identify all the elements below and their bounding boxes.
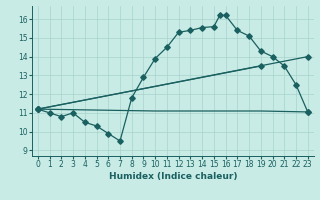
X-axis label: Humidex (Indice chaleur): Humidex (Indice chaleur) — [108, 172, 237, 181]
